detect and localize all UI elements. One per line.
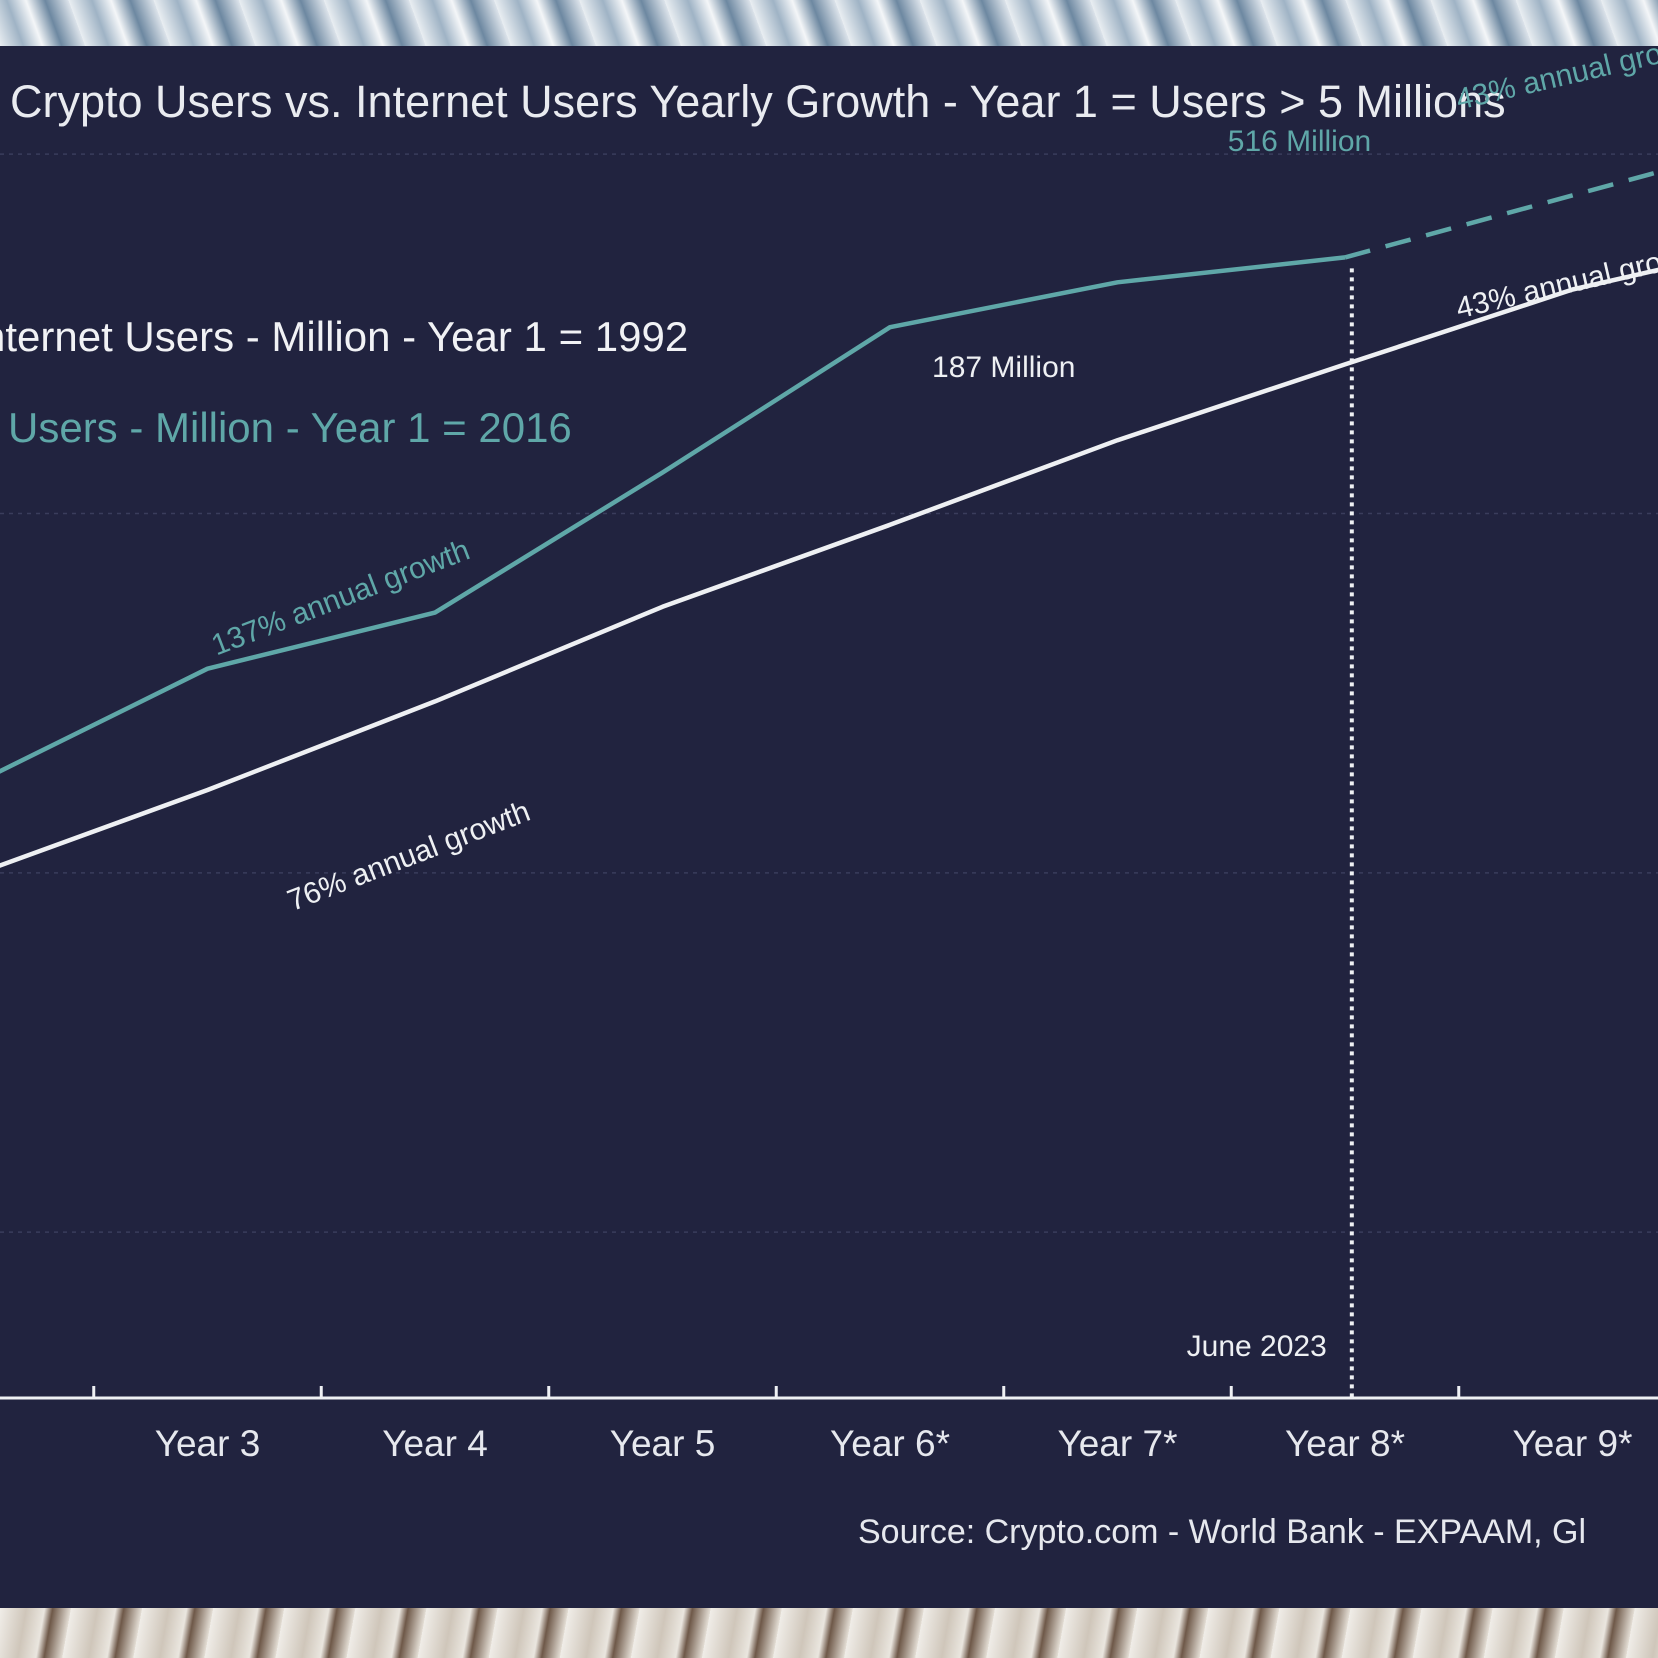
x-axis: r 2 Year 3 Year 4 Year 5 Year 6* Year 7* Year … [0,1386,1658,1464]
internet-users-line [0,267,1658,868]
internet-annotation: 187 Million [932,351,1075,384]
june-2023-marker: June 2023 [1187,268,1354,1398]
internet-annotation: 76% annual growth [283,795,535,918]
x-tick-label: Year 6* [830,1423,950,1464]
legend-crypto-users: Users - Million - Year 1 = 2016 [8,404,572,451]
crypto-users-projection-line [1344,169,1658,260]
grid-lines [0,153,1658,1233]
series-lines [0,169,1658,868]
x-tick-label: Year 9* [1512,1423,1632,1464]
annotations: 137% annual growth 76% annual growth 187 M… [207,46,1658,918]
background-photo-top [0,0,1658,46]
x-tick-label: Year 5 [610,1423,716,1464]
crypto-users-line [0,255,1346,774]
line-chart: Crypto Users vs. Internet Users Yearly G… [0,46,1658,1551]
crypto-annotation: 43% annual growth [1453,46,1658,117]
x-tick-label: Year 8* [1285,1423,1405,1464]
x-tick-label: Year 7* [1057,1423,1177,1464]
x-tick-label: r 2 [0,1423,2,1464]
source-note: Source: Crypto.com - World Bank - EXPAAM… [858,1513,1586,1551]
x-tick-label: Year 4 [382,1423,488,1464]
background-photo-bottom [0,1608,1658,1658]
internet-annotation: 43% annual growth [1453,235,1658,325]
chart-panel: Crypto Users vs. Internet Users Yearly G… [0,46,1658,1608]
june-2023-label: June 2023 [1187,1330,1327,1363]
chart-title: Crypto Users vs. Internet Users Yearly G… [10,76,1506,127]
crypto-annotation: 137% annual growth [207,534,474,663]
crypto-annotation: 516 Million [1228,125,1371,158]
x-tick-label: Year 3 [155,1423,261,1464]
legend-internet-users: nternet Users - Million - Year 1 = 1992 [0,313,688,360]
